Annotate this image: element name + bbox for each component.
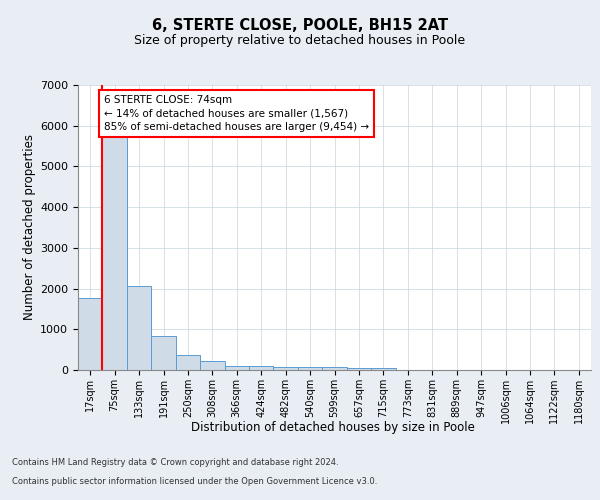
Bar: [224, 366, 249, 370]
Bar: [371, 368, 395, 370]
Bar: [151, 336, 176, 370]
Bar: [200, 361, 224, 370]
Bar: [347, 368, 371, 370]
Bar: [274, 367, 298, 370]
Text: Contains HM Land Registry data © Crown copyright and database right 2024.: Contains HM Land Registry data © Crown c…: [12, 458, 338, 467]
Bar: [176, 354, 200, 370]
Text: Contains public sector information licensed under the Open Government Licence v3: Contains public sector information licen…: [12, 476, 377, 486]
Bar: [322, 367, 347, 370]
Bar: [103, 135, 127, 370]
Text: Distribution of detached houses by size in Poole: Distribution of detached houses by size …: [191, 421, 475, 434]
Text: 6 STERTE CLOSE: 74sqm
← 14% of detached houses are smaller (1,567)
85% of semi-d: 6 STERTE CLOSE: 74sqm ← 14% of detached …: [104, 95, 369, 132]
Bar: [78, 298, 103, 370]
Bar: [249, 366, 274, 370]
Text: Size of property relative to detached houses in Poole: Size of property relative to detached ho…: [134, 34, 466, 47]
Y-axis label: Number of detached properties: Number of detached properties: [23, 134, 36, 320]
Bar: [298, 367, 322, 370]
Text: 6, STERTE CLOSE, POOLE, BH15 2AT: 6, STERTE CLOSE, POOLE, BH15 2AT: [152, 18, 448, 32]
Bar: [127, 286, 151, 370]
